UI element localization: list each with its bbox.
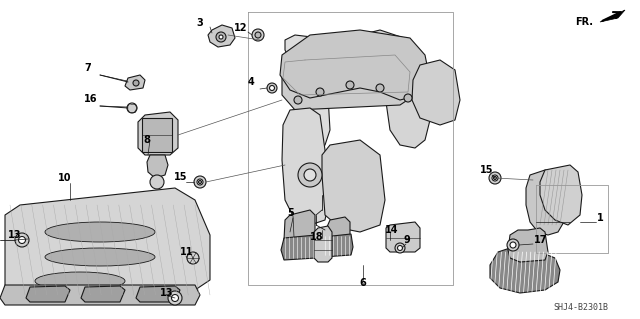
Circle shape bbox=[197, 179, 203, 185]
Text: 17: 17 bbox=[534, 235, 547, 245]
Bar bbox=[142, 118, 172, 152]
Circle shape bbox=[376, 84, 384, 92]
Circle shape bbox=[127, 103, 137, 113]
Circle shape bbox=[198, 181, 202, 183]
Polygon shape bbox=[360, 30, 430, 148]
Text: FR.: FR. bbox=[575, 17, 593, 27]
Text: 9: 9 bbox=[404, 235, 411, 245]
Circle shape bbox=[194, 176, 206, 188]
Circle shape bbox=[395, 243, 405, 253]
Polygon shape bbox=[600, 10, 625, 22]
Ellipse shape bbox=[45, 248, 155, 266]
Circle shape bbox=[255, 32, 261, 38]
Text: 7: 7 bbox=[84, 63, 91, 73]
Polygon shape bbox=[125, 75, 145, 90]
Circle shape bbox=[493, 176, 497, 180]
Text: 3: 3 bbox=[196, 18, 203, 28]
Text: 4: 4 bbox=[248, 77, 255, 87]
Circle shape bbox=[346, 81, 354, 89]
Text: 13: 13 bbox=[8, 230, 22, 240]
Circle shape bbox=[316, 88, 324, 96]
Text: 1: 1 bbox=[597, 213, 604, 223]
Text: 8: 8 bbox=[143, 135, 150, 145]
Ellipse shape bbox=[45, 222, 155, 242]
Circle shape bbox=[269, 85, 275, 91]
Circle shape bbox=[187, 252, 199, 264]
Circle shape bbox=[507, 239, 519, 251]
Polygon shape bbox=[321, 234, 353, 257]
Circle shape bbox=[510, 242, 516, 248]
Polygon shape bbox=[323, 217, 350, 248]
Circle shape bbox=[133, 80, 139, 86]
Circle shape bbox=[216, 32, 226, 42]
Text: 13: 13 bbox=[160, 288, 173, 298]
Text: 11: 11 bbox=[180, 247, 193, 257]
Text: 15: 15 bbox=[480, 165, 493, 175]
Polygon shape bbox=[386, 222, 420, 252]
Ellipse shape bbox=[35, 272, 125, 290]
Polygon shape bbox=[281, 235, 318, 260]
Circle shape bbox=[172, 294, 179, 301]
Circle shape bbox=[298, 163, 322, 187]
Polygon shape bbox=[322, 140, 385, 232]
Text: 12: 12 bbox=[234, 23, 248, 33]
Polygon shape bbox=[81, 286, 125, 302]
Polygon shape bbox=[280, 30, 430, 100]
Circle shape bbox=[168, 291, 182, 305]
Text: 18: 18 bbox=[310, 232, 324, 242]
Circle shape bbox=[304, 169, 316, 181]
Circle shape bbox=[252, 29, 264, 41]
Polygon shape bbox=[285, 35, 330, 150]
Text: 6: 6 bbox=[360, 278, 366, 288]
Polygon shape bbox=[136, 286, 180, 302]
Circle shape bbox=[267, 83, 277, 93]
Polygon shape bbox=[508, 228, 548, 262]
Polygon shape bbox=[490, 248, 560, 293]
Circle shape bbox=[15, 233, 29, 247]
Polygon shape bbox=[412, 60, 460, 125]
Polygon shape bbox=[0, 285, 200, 305]
Circle shape bbox=[19, 236, 26, 243]
Polygon shape bbox=[526, 170, 568, 235]
Text: 10: 10 bbox=[58, 173, 72, 183]
Circle shape bbox=[492, 175, 498, 181]
Polygon shape bbox=[284, 210, 315, 250]
Circle shape bbox=[294, 96, 302, 104]
Circle shape bbox=[397, 246, 403, 250]
Circle shape bbox=[219, 35, 223, 39]
Polygon shape bbox=[26, 286, 70, 302]
Polygon shape bbox=[147, 155, 168, 178]
Polygon shape bbox=[208, 25, 235, 47]
Text: 16: 16 bbox=[84, 94, 97, 104]
Text: 15: 15 bbox=[174, 172, 188, 182]
Text: 5: 5 bbox=[287, 208, 294, 218]
Polygon shape bbox=[282, 55, 415, 110]
Text: SHJ4-B2301B: SHJ4-B2301B bbox=[553, 303, 608, 313]
Polygon shape bbox=[138, 112, 178, 155]
Polygon shape bbox=[282, 108, 330, 225]
Polygon shape bbox=[314, 226, 332, 262]
Circle shape bbox=[404, 94, 412, 102]
Circle shape bbox=[489, 172, 501, 184]
Circle shape bbox=[150, 175, 164, 189]
Polygon shape bbox=[5, 188, 210, 295]
Polygon shape bbox=[540, 165, 582, 225]
Text: 14: 14 bbox=[385, 225, 399, 235]
